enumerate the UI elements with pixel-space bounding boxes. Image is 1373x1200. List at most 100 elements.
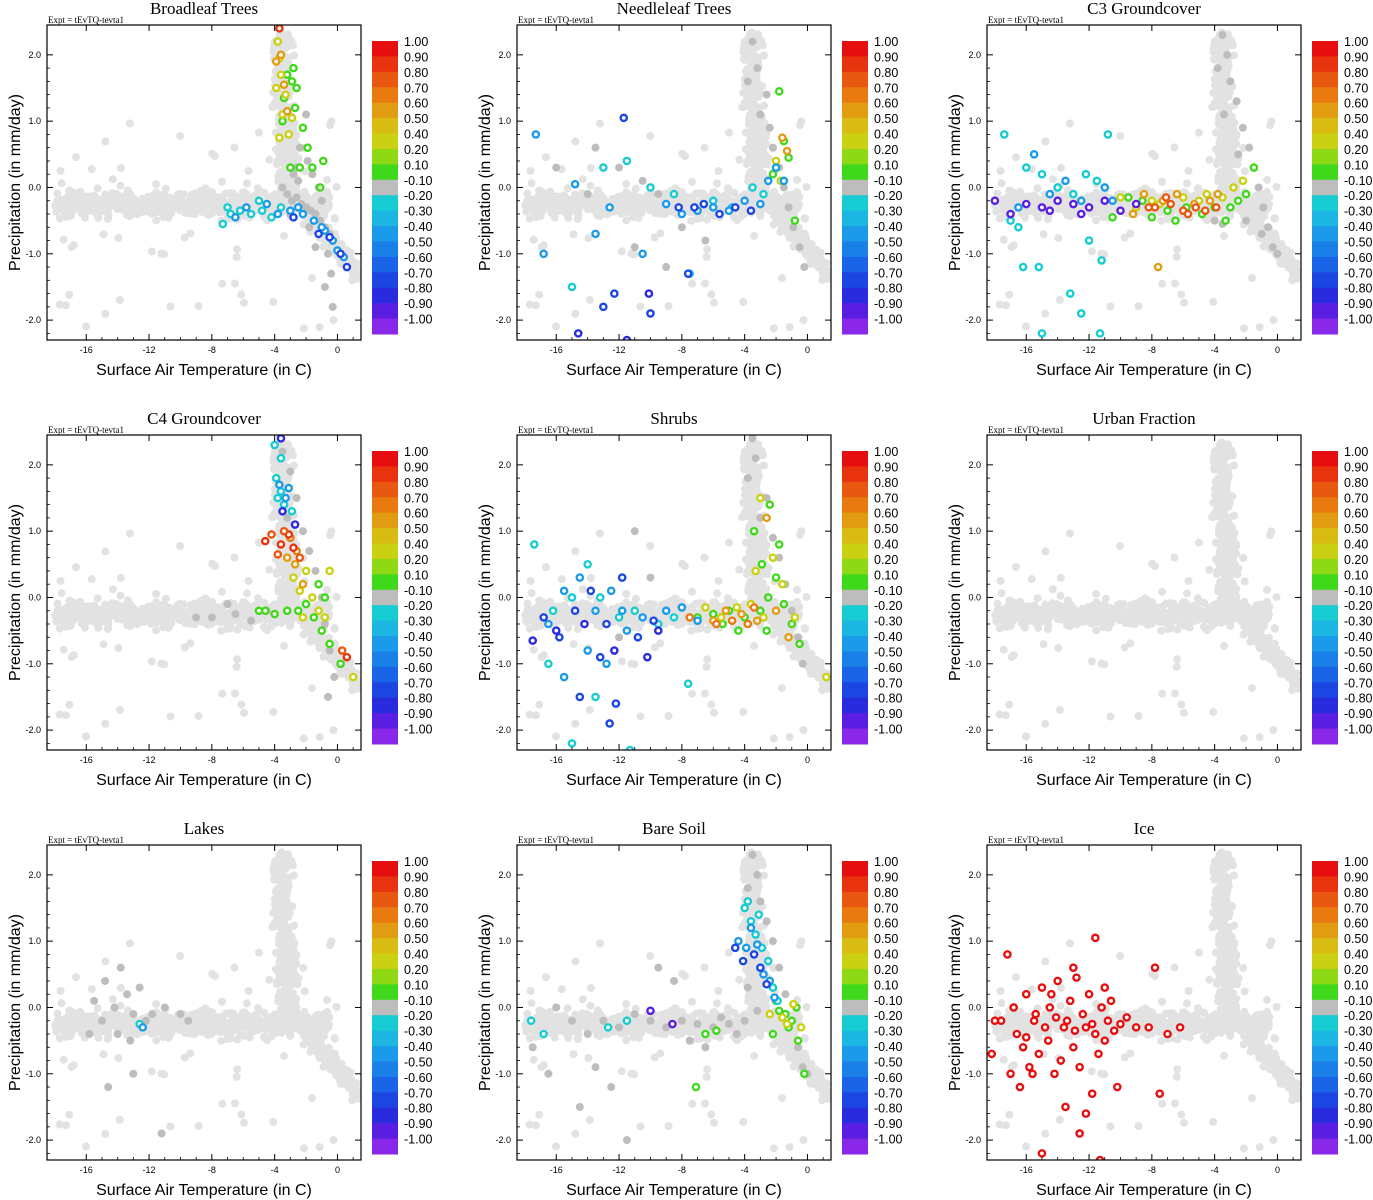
data-point [276,487,286,496]
background-point [656,206,665,215]
data-point [262,199,272,209]
background-point [618,191,627,200]
colorbar-label: 0.10 [404,158,428,172]
data-point [289,573,298,582]
y-tick-label: 2.0 [968,50,981,60]
background-point [318,207,327,216]
data-point [286,467,295,476]
data-point [287,506,297,516]
data-point [1097,256,1106,265]
data-point [271,57,281,66]
data-point [1213,64,1222,73]
data-point [677,223,686,232]
data-point [661,199,671,209]
data-point [283,513,292,522]
data-point [677,209,687,219]
background-point [1055,295,1064,304]
background-point [68,188,77,197]
data-point [325,566,334,576]
background-point [1064,205,1073,214]
data-point [267,213,276,222]
background-point [785,323,794,332]
data-point [748,37,757,46]
background-point [1266,234,1275,243]
data-point [1053,196,1062,206]
data-point [218,219,228,229]
background-point [525,214,534,223]
data-point [298,579,308,589]
colorbar-label: -0.80 [404,282,433,296]
background-point [175,616,184,625]
panel-title: C3 Groundcover [1087,0,1201,18]
background-point [563,184,572,193]
background-point [585,295,594,304]
background-point [747,28,756,37]
data-point [284,483,294,493]
background-point [1029,193,1038,202]
colorbar-swatch [1312,256,1338,273]
data-point [317,222,327,232]
background-point [1239,324,1248,333]
background-point [656,229,665,238]
colorbar-label: 0.90 [874,50,898,64]
background-point [709,298,718,307]
background-point [299,324,308,333]
background-point [645,206,654,215]
data-point [275,480,284,490]
data-point [305,223,314,232]
data-point [1076,309,1086,318]
background-point [1097,249,1106,258]
data-point [531,130,541,139]
data-point [1163,206,1172,215]
background-point [1267,117,1276,126]
background-point [996,166,1005,175]
background-point [126,606,135,615]
background-point [237,290,246,299]
data-point [314,579,323,589]
colorbar-swatch [372,179,398,196]
data-point [324,692,333,701]
background-point [319,242,328,251]
data-point [759,189,768,199]
background-point [538,188,547,197]
background-point [740,99,749,108]
data-point [273,550,283,559]
background-point [218,587,227,596]
background-point [1170,143,1179,152]
data-point [1191,203,1201,212]
background-point [112,606,121,615]
background-point [1008,188,1017,197]
background-point [148,191,157,200]
data-point [281,493,290,503]
data-point [768,143,777,152]
background-point [595,119,604,128]
colorbar-swatch [1312,87,1338,104]
background-point [1088,191,1097,200]
point-layer [51,25,361,333]
background-point [71,153,80,162]
background-point [123,186,132,195]
background-point [1218,118,1227,127]
background-point [269,297,278,306]
x-tick-label: 0 [335,345,340,355]
background-point [1157,216,1166,225]
background-point [1173,245,1182,254]
colorbar-label: 0.10 [874,158,898,172]
background-point [1179,298,1188,307]
colorbar-label: 0.90 [404,50,428,64]
background-point [270,509,279,518]
data-point [746,206,756,215]
data-point [784,153,793,162]
background-point [287,615,296,624]
background-point [1024,193,1033,202]
data-point [730,203,740,212]
background-point [753,30,762,39]
background-point [82,322,91,331]
background-point [326,655,335,664]
y-tick-label: 1.0 [498,116,511,126]
background-point [554,193,563,202]
data-point [1069,199,1078,209]
background-point [280,231,289,240]
data-point [638,176,647,185]
